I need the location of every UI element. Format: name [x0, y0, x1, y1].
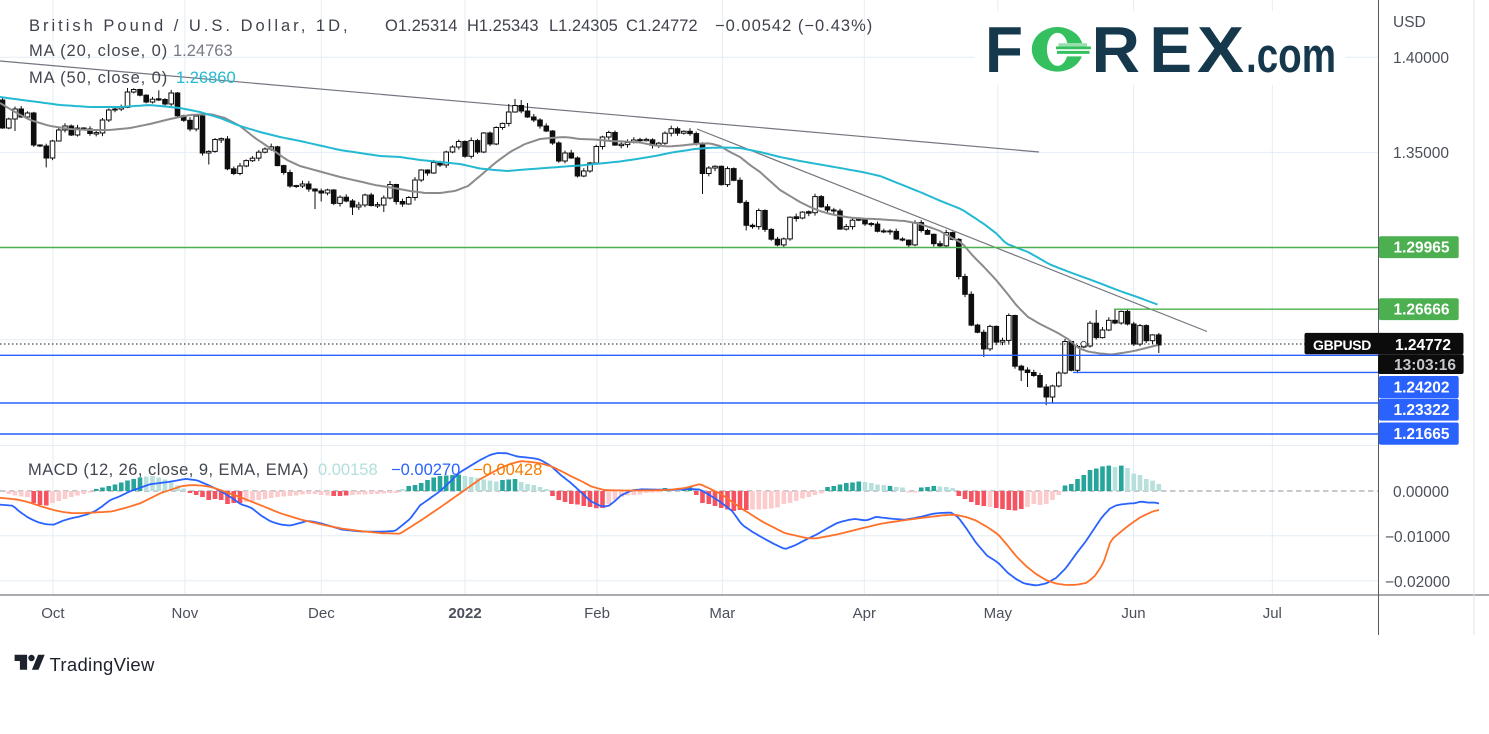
- svg-text:−0.02000: −0.02000: [1385, 574, 1450, 591]
- svg-text:1.21665: 1.21665: [1394, 426, 1450, 443]
- svg-text:1.29965: 1.29965: [1394, 240, 1450, 257]
- svg-text:E: E: [1150, 13, 1193, 86]
- svg-text:1.24202: 1.24202: [1394, 380, 1450, 397]
- svg-text:13:03:16: 13:03:16: [1394, 357, 1456, 374]
- svg-text:1.40000: 1.40000: [1393, 50, 1449, 67]
- svg-text:MA (20, close, 0): MA (20, close, 0): [29, 42, 168, 60]
- svg-text:Dec: Dec: [308, 605, 335, 622]
- svg-text:−0.00542 (−0.43%): −0.00542 (−0.43%): [715, 17, 873, 35]
- svg-text:May: May: [984, 605, 1013, 622]
- svg-text:X: X: [1197, 13, 1244, 86]
- svg-text:L1.24305: L1.24305: [549, 17, 618, 35]
- svg-text:British Pound / U.S. Dollar, 1: British Pound / U.S. Dollar, 1D,: [29, 17, 351, 35]
- svg-text:1.35000: 1.35000: [1393, 145, 1449, 162]
- svg-text:Nov: Nov: [172, 605, 199, 622]
- svg-text:Apr: Apr: [853, 605, 876, 622]
- svg-text:H1.25343: H1.25343: [467, 17, 539, 35]
- svg-text:−0.00270: −0.00270: [391, 461, 460, 479]
- svg-text:−0.01000: −0.01000: [1385, 529, 1450, 546]
- svg-text:Mar: Mar: [709, 605, 735, 622]
- svg-text:GBPUSD: GBPUSD: [1313, 337, 1371, 353]
- svg-text:0.00000: 0.00000: [1393, 484, 1449, 501]
- svg-text:1.23322: 1.23322: [1394, 402, 1450, 419]
- svg-text:Oct: Oct: [41, 605, 65, 622]
- svg-text:1.26666: 1.26666: [1394, 302, 1450, 319]
- svg-text:F: F: [985, 13, 1023, 86]
- svg-text:−0.00428: −0.00428: [473, 461, 542, 479]
- svg-text:Feb: Feb: [584, 605, 610, 622]
- svg-text:USD: USD: [1393, 14, 1426, 31]
- svg-text:C1.24772: C1.24772: [626, 17, 698, 35]
- svg-text:TradingView: TradingView: [50, 654, 155, 675]
- svg-text:1.26860: 1.26860: [176, 69, 236, 87]
- svg-text:Jun: Jun: [1121, 605, 1145, 622]
- svg-text:MACD (12, 26, close, 9, EMA, E: MACD (12, 26, close, 9, EMA, EMA): [28, 461, 309, 479]
- svg-text:O1.25314: O1.25314: [385, 17, 457, 35]
- svg-text:1.24763: 1.24763: [173, 42, 233, 60]
- svg-text:2022: 2022: [448, 605, 481, 622]
- svg-text:MA (50, close, 0): MA (50, close, 0): [29, 69, 168, 87]
- svg-text:0.00158: 0.00158: [318, 461, 378, 479]
- svg-text:.com: .com: [1246, 29, 1336, 83]
- svg-text:1.24772: 1.24772: [1395, 337, 1451, 354]
- svg-text:Jul: Jul: [1263, 605, 1282, 622]
- svg-text:R: R: [1092, 13, 1141, 86]
